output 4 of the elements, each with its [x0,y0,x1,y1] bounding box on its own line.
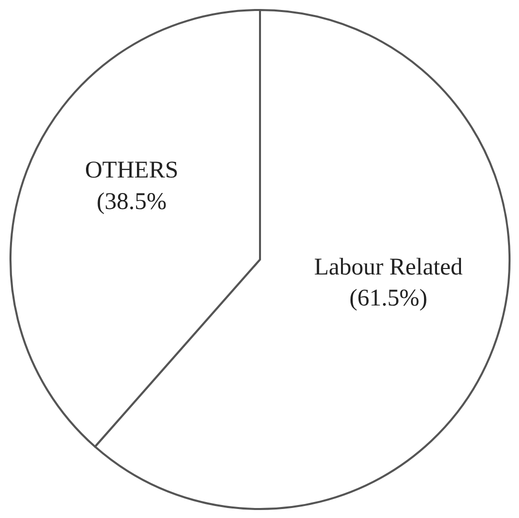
slice-label: OTHERS [84,158,178,184]
slice-label: Labour Related [314,254,463,280]
data-label: (38.5% [96,188,167,215]
data-label: (61.5%) [349,286,428,312]
